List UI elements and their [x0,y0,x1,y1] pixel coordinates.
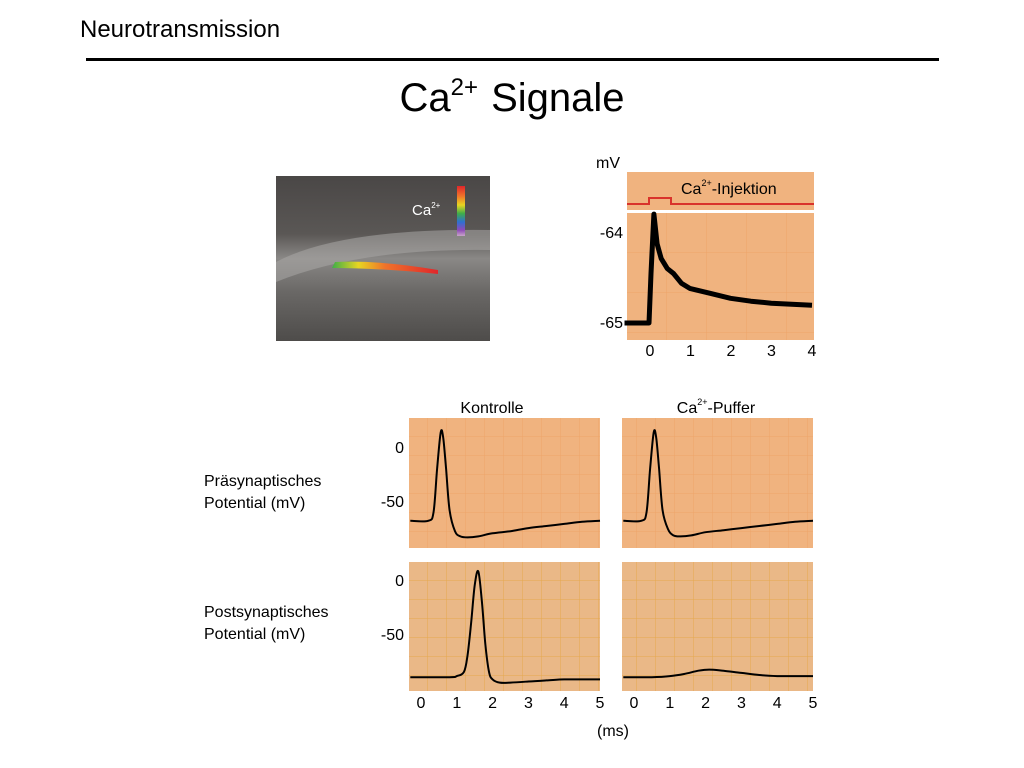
calcium-micrograph: Ca2+ [276,176,490,341]
row-label-praesynaptisch-line2: Potential (mV) [204,495,305,512]
panel-top-right-grid [622,418,813,548]
kontrolle-x-tick-5: 5 [596,695,605,712]
injection-x-ticks: 0 1 2 3 4 [646,343,817,360]
injection-x-tick-0: 0 [646,343,655,360]
injection-x-tick-1: 1 [686,343,695,360]
injection-marker-trace [627,197,814,205]
kontrolle-x-tick-4: 4 [560,695,569,712]
injection-x-tick-2: 2 [727,343,736,360]
calcium-streak [332,261,438,274]
kontrolle-x-tick-0: 0 [417,695,426,712]
trace-praesynaptisch-puffer [623,429,814,538]
kontrolle-x-tick-1: 1 [452,695,461,712]
row-label-postsynaptisch-line1: Postsynaptisches [204,604,329,621]
puffer-x-tick-1: 1 [665,695,674,712]
puffer-x-tick-0: 0 [630,695,639,712]
x-ticks-puffer: 0 1 2 3 4 5 [630,695,818,712]
header-divider [86,58,939,61]
kontrolle-x-tick-2: 2 [488,695,497,712]
micrograph-label: Ca2+ [412,201,441,219]
bottom-y-tick-minus50: -50 [381,627,404,644]
injection-panel: Ca2+-Injektion mV -64 -65 0 1 2 3 4 [596,155,817,360]
slide-title-superscript: 2+ [450,74,478,101]
x-ticks-kontrolle: 0 1 2 3 4 5 [417,695,605,712]
puffer-x-tick-3: 3 [737,695,746,712]
row-label-postsynaptisch-line2: Potential (mV) [204,626,305,643]
column-title-puffer: Ca2+-Puffer [677,397,756,417]
injection-y-tick-65: -65 [600,315,623,332]
top-y-tick-minus50: -50 [381,494,404,511]
slide-title-rest: Signale [479,76,625,120]
injection-y-unit: mV [596,155,620,172]
comparison-figure: Kontrolle Ca2+-Puffer Präsynaptisches Po… [204,397,818,740]
bottom-y-tick-0: 0 [395,573,404,590]
x-axis-unit: (ms) [597,723,629,740]
trace-praesynaptisch-kontrolle [410,429,601,539]
panel-bottom-left-grid [409,562,600,691]
section-title: Neurotransmission [80,16,281,43]
color-scale-bar [457,186,465,236]
puffer-x-tick-5: 5 [809,695,818,712]
injection-potential-trace [624,211,813,326]
injection-x-tick-3: 3 [767,343,776,360]
kontrolle-x-tick-3: 3 [524,695,533,712]
trace-postsynaptisch-puffer [623,668,813,679]
top-y-tick-0: 0 [395,440,404,457]
injection-x-tick-4: 4 [808,343,817,360]
column-title-kontrolle: Kontrolle [460,400,523,417]
row-label-praesynaptisch-line1: Präsynaptisches [204,473,321,490]
puffer-x-tick-4: 4 [773,695,782,712]
slide-title: Ca2+ Signale [0,74,1024,121]
injection-y-tick-64: -64 [600,225,623,242]
injection-legend: Ca2+-Injektion [681,178,777,198]
trace-postsynaptisch-kontrolle [410,569,600,684]
puffer-x-tick-2: 2 [701,695,710,712]
micrograph-tissue-band [276,229,490,282]
panel-bottom-right-grid [622,562,813,691]
panel-top-left-grid [409,418,600,548]
slide-title-base: Ca [399,76,451,120]
